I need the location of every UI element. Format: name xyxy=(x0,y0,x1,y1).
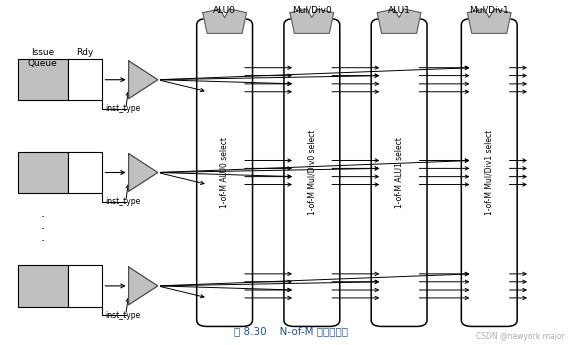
Text: 1-of-M Mul/Div1 select: 1-of-M Mul/Div1 select xyxy=(484,130,494,215)
Bar xyxy=(68,152,103,193)
Text: 1-of-M Mul/Div0 select: 1-of-M Mul/Div0 select xyxy=(307,130,317,215)
Bar xyxy=(18,152,68,193)
Text: inst_type: inst_type xyxy=(106,197,141,206)
Bar xyxy=(18,59,68,100)
Text: ALU0: ALU0 xyxy=(213,6,236,15)
Polygon shape xyxy=(129,154,158,191)
Polygon shape xyxy=(203,9,247,33)
Text: Mul/Div0: Mul/Div0 xyxy=(292,6,332,15)
FancyBboxPatch shape xyxy=(284,19,340,326)
Text: ALU1: ALU1 xyxy=(388,6,410,15)
Text: Queue: Queue xyxy=(28,59,58,68)
Text: 图 8.30    N-of-M 的仲裁电路: 图 8.30 N-of-M 的仲裁电路 xyxy=(234,326,349,336)
Text: 1-of-M ALU0 select: 1-of-M ALU0 select xyxy=(220,137,229,208)
Text: 1-of-M ALU1 select: 1-of-M ALU1 select xyxy=(395,137,403,208)
Text: Mul/Div1: Mul/Div1 xyxy=(469,6,509,15)
Text: Rdy: Rdy xyxy=(76,48,94,57)
Polygon shape xyxy=(290,9,333,33)
Bar xyxy=(18,265,68,306)
Polygon shape xyxy=(468,9,511,33)
Text: inst_type: inst_type xyxy=(106,105,141,114)
Polygon shape xyxy=(377,9,421,33)
Text: Issue: Issue xyxy=(31,48,54,57)
Bar xyxy=(68,59,103,100)
FancyBboxPatch shape xyxy=(196,19,252,326)
Polygon shape xyxy=(129,61,158,99)
Text: CSDN @newyork major: CSDN @newyork major xyxy=(476,332,565,341)
Polygon shape xyxy=(129,267,158,305)
Text: inst_type: inst_type xyxy=(106,310,141,319)
Bar xyxy=(68,265,103,306)
Text: ·
·
·: · · · xyxy=(41,211,45,248)
FancyBboxPatch shape xyxy=(461,19,517,326)
FancyBboxPatch shape xyxy=(371,19,427,326)
